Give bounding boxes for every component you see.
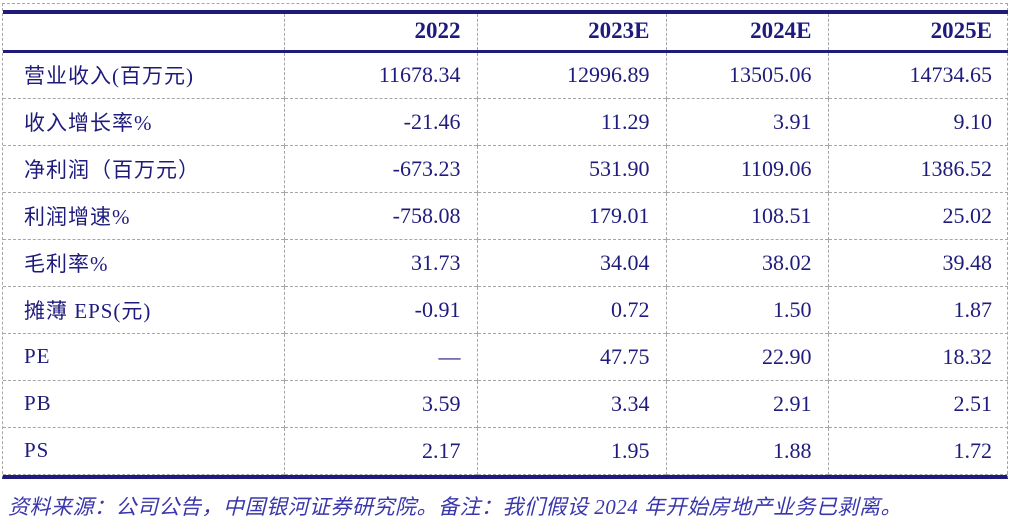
table-row: 净利润（百万元） -673.23 531.90 1109.06 1386.52 bbox=[3, 145, 1008, 192]
table-row: 收入增长率% -21.46 11.29 3.91 9.10 bbox=[3, 98, 1008, 145]
value-cell: 2.17 bbox=[283, 427, 477, 474]
row-label-cell: PB bbox=[24, 391, 52, 415]
value-cell: 531.90 bbox=[476, 145, 666, 192]
row-label-cell: 收入增长率% bbox=[24, 110, 153, 135]
table-row: 营业收入(百万元) 11678.34 12996.89 13505.06 14734.6… bbox=[3, 51, 1008, 98]
table-row: PB 3.59 3.34 2.91 2.51 bbox=[3, 380, 1008, 427]
value-cell: 1.87 bbox=[827, 286, 1008, 333]
value-cell: — bbox=[283, 333, 477, 380]
value-cell: 0.72 bbox=[476, 286, 666, 333]
year-header-cell: 2024E bbox=[665, 12, 828, 53]
value-cell: 22.90 bbox=[665, 333, 828, 380]
table-row: PS 2.17 1.95 1.88 1.72 bbox=[3, 427, 1008, 474]
value-cell: 3.91 bbox=[665, 98, 828, 145]
value-cell: 108.51 bbox=[665, 192, 828, 239]
value-cell: 2.51 bbox=[827, 380, 1008, 427]
value-cell: 1.50 bbox=[665, 286, 828, 333]
value-cell: 39.48 bbox=[827, 239, 1008, 286]
value-cell: 179.01 bbox=[476, 192, 666, 239]
table-row: PE —47.75 22.90 18.32 bbox=[3, 333, 1008, 380]
value-cell: 1.72 bbox=[827, 427, 1008, 474]
table-row: 摊薄 EPS(元) -0.91 0.72 1.50 1.87 bbox=[3, 286, 1008, 333]
value-cell: 12996.89 bbox=[476, 51, 666, 98]
row-label-cell: 毛利率% bbox=[24, 251, 109, 276]
value-cell: 1.95 bbox=[476, 427, 666, 474]
value-cell: 11.29 bbox=[476, 98, 666, 145]
row-label-cell: 营业收入(百万元) bbox=[24, 64, 194, 88]
value-cell: 47.75 bbox=[476, 333, 666, 380]
year-header-cell: 2025E bbox=[827, 12, 1008, 53]
row-label-cell: 净利润（百万元） bbox=[24, 157, 200, 182]
value-cell: 11678.34 bbox=[283, 51, 477, 98]
table-row: 利润增速% -758.08 179.01 108.51 25.02 bbox=[3, 192, 1008, 239]
row-label-cell: 摊薄 EPS(元) bbox=[24, 298, 152, 323]
value-cell: 34.04 bbox=[476, 239, 666, 286]
value-cell: 13505.06 bbox=[665, 51, 828, 98]
value-cell: 18.32 bbox=[827, 333, 1008, 380]
value-cell: 9.10 bbox=[827, 98, 1008, 145]
value-cell: -673.23 bbox=[283, 145, 477, 192]
value-cell: 3.34 bbox=[476, 380, 666, 427]
value-cell: 1109.06 bbox=[665, 145, 828, 192]
value-cell: 1.88 bbox=[665, 427, 828, 474]
value-cell: 3.59 bbox=[283, 380, 477, 427]
table-header-row: 2022 2023E 2024E 2025E bbox=[3, 12, 1008, 53]
financial-forecast-table: 2022 2023E 2024E 2025E 营业收入(百万元) 11678.34 129… bbox=[3, 10, 1008, 475]
value-cell: 38.02 bbox=[665, 239, 828, 286]
value-cell: -758.08 bbox=[283, 192, 477, 239]
value-cell: 31.73 bbox=[283, 239, 477, 286]
table-row: 毛利率% 31.73 34.04 38.02 39.48 bbox=[3, 239, 1008, 286]
value-cell: 2.91 bbox=[665, 380, 828, 427]
table-body: 营业收入(百万元) 11678.34 12996.89 13505.06 14734.6… bbox=[3, 51, 1008, 474]
source-note: 资料来源：公司公告，中国银河证券研究院。备注：我们假设 2024 年开始房地产业… bbox=[8, 495, 902, 519]
row-label-cell: 利润增速% bbox=[24, 204, 131, 229]
row-label-cell: PE bbox=[24, 344, 51, 368]
value-cell: 14734.65 bbox=[827, 51, 1008, 98]
table-outer-border: 2022 2023E 2024E 2025E 营业收入(百万元) 11678.34 129… bbox=[2, 3, 1008, 479]
year-header-cell: 2023E bbox=[476, 12, 666, 53]
year-header-cell: 2022 bbox=[283, 12, 477, 53]
value-cell: -0.91 bbox=[283, 286, 477, 333]
row-label-cell: PS bbox=[24, 438, 50, 462]
value-cell: 25.02 bbox=[827, 192, 1008, 239]
metric-header-cell bbox=[3, 12, 284, 53]
value-cell: 1386.52 bbox=[827, 145, 1008, 192]
value-cell: -21.46 bbox=[283, 98, 477, 145]
